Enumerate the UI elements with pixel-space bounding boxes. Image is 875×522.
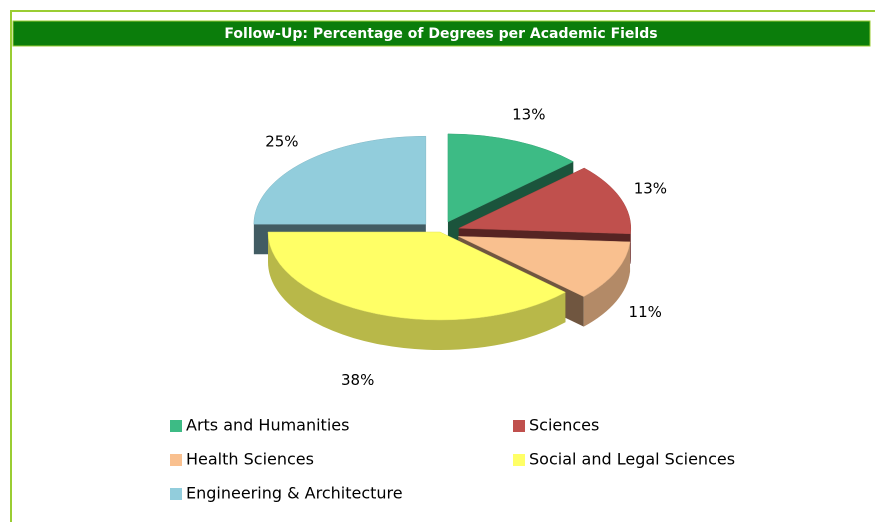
legend-label: Social and Legal Sciences (529, 450, 735, 469)
slice (447, 133, 574, 223)
slice (458, 236, 631, 297)
data-label: 38% (341, 371, 374, 389)
legend-swatch (170, 454, 182, 466)
pie (253, 133, 632, 350)
slice (458, 167, 632, 235)
slice (267, 231, 566, 321)
legend-swatch (170, 488, 182, 500)
chart-title: Follow-Up: Percentage of Degrees per Aca… (224, 26, 657, 42)
data-label: 11% (629, 303, 662, 321)
legend-swatch (170, 420, 182, 432)
title-bar (12, 20, 871, 47)
legend-label: Engineering & Architecture (186, 484, 403, 503)
data-label: 25% (265, 132, 298, 150)
legend-label: Health Sciences (186, 450, 314, 469)
slice-wall (583, 241, 631, 327)
data-label: 13% (634, 179, 667, 197)
legend-label: Sciences (529, 416, 599, 435)
data-label: 13% (512, 105, 545, 123)
slice (253, 135, 427, 225)
legend-swatch (513, 454, 525, 466)
slice-wall (268, 232, 566, 350)
legend-swatch (513, 420, 525, 432)
legend-label: Arts and Humanities (186, 416, 349, 435)
